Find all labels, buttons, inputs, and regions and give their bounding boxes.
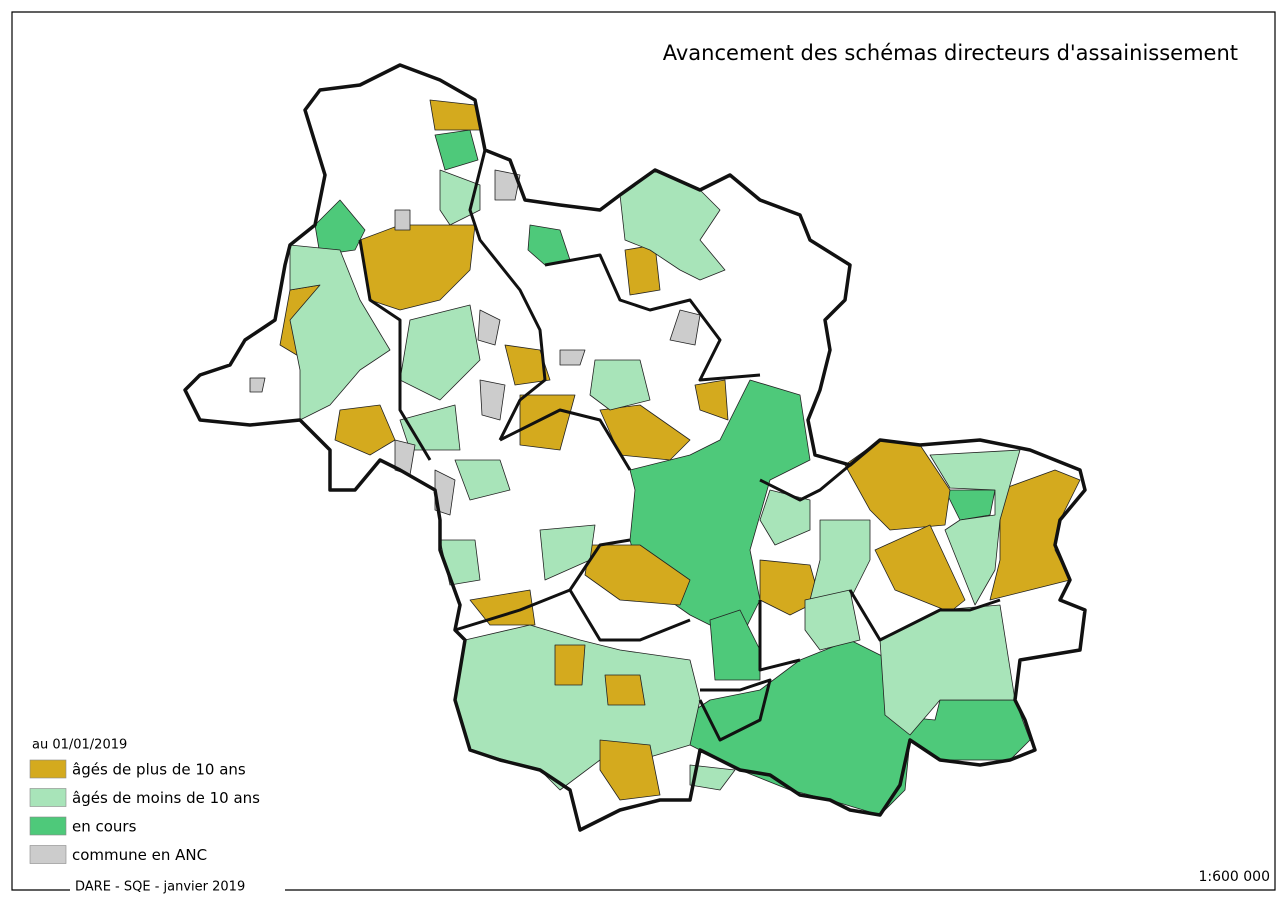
region [469,589,536,626]
region [477,309,501,346]
legend-swatch [29,845,67,864]
region [434,129,479,171]
legend-label: commune en ANC [72,846,207,864]
region [689,764,736,791]
district-border [848,589,1001,642]
legend-swatch [29,788,67,807]
region [399,404,461,451]
region [669,309,701,346]
region [584,544,691,606]
region [334,404,396,456]
region [929,449,1021,606]
region [494,169,521,201]
district-border [759,463,851,502]
region [554,644,586,686]
region [589,359,651,411]
legend-swatch [29,759,67,779]
region [479,379,506,421]
district-border [358,239,432,461]
region [359,224,476,311]
district-border [568,538,691,642]
region [394,209,411,231]
region [399,304,481,401]
legend-swatch [29,816,67,836]
frame [11,11,1276,891]
district-border [698,678,772,742]
region [804,589,861,651]
footer: DARE - SQE - janvier 2019 [75,880,245,895]
region [604,674,646,706]
legend-label: âgés de moins de 10 ans [72,789,260,807]
region [559,349,586,366]
region [454,459,511,501]
district-border [499,408,632,471]
region [429,99,481,131]
district-border [544,253,761,382]
map-area [185,65,1085,830]
region [289,244,391,421]
district-border [468,149,547,441]
map-title: Avancement des schémas directeurs d'assa… [663,41,1238,65]
region [874,524,966,613]
region [599,739,661,801]
legend-label: en cours [72,818,137,836]
legend-label: âgés de plus de 10 ans [72,761,246,779]
legend-title: au 01/01/2019 [32,738,127,753]
region [504,344,551,386]
region [944,489,996,521]
scale: 1:600 000 [1198,869,1270,885]
legend: âgés de plus de 10 ans âgés de moins de 1… [29,759,260,864]
department-outline [183,63,1087,832]
district-border [758,600,801,672]
region [249,377,266,393]
region [694,379,729,421]
district-borders [183,63,1087,832]
district-border [454,588,571,632]
